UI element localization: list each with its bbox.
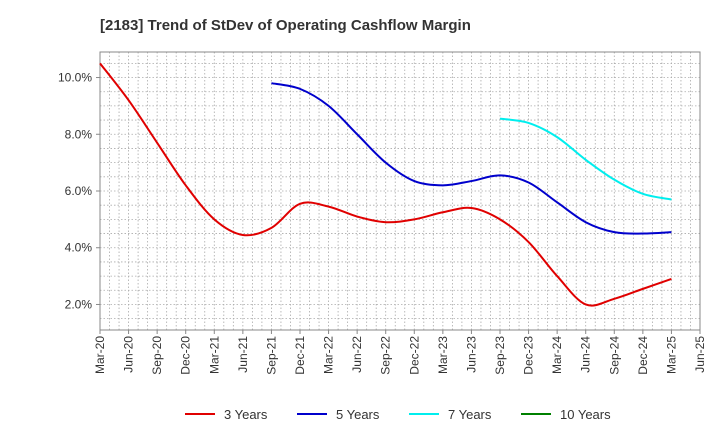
series-line-5-years — [271, 82, 672, 235]
x-tick-label: Jun-22 — [350, 336, 364, 373]
x-tick-label: Dec-24 — [636, 336, 650, 375]
x-tick-label: Mar-21 — [207, 336, 221, 374]
x-tick-label: Mar-24 — [550, 336, 564, 374]
x-tick-label: Dec-20 — [179, 336, 193, 375]
x-tick-label: Sep-24 — [607, 336, 621, 375]
legend-label-10-years: 10 Years — [560, 407, 611, 422]
x-tick-label: Sep-21 — [264, 336, 278, 375]
x-tick-label: Mar-22 — [322, 336, 336, 374]
x-tick-label: Jun-24 — [579, 336, 593, 373]
legend-label-3-years: 3 Years — [224, 407, 268, 422]
y-axis-ticks: 2.0% 4.0% 6.0% 8.0% 10.0% — [58, 71, 100, 311]
x-tick-label: Mar-20 — [93, 336, 107, 374]
grid — [100, 52, 700, 330]
y-tick-label: 6.0% — [65, 184, 93, 198]
x-tick-label: Dec-22 — [407, 336, 421, 375]
y-tick-label: 10.0% — [58, 71, 92, 85]
legend-label-7-years: 7 Years — [448, 407, 492, 422]
chart-title: [2183] Trend of StDev of Operating Cashf… — [100, 17, 471, 34]
y-tick-label: 4.0% — [65, 241, 93, 255]
series-line-3-years — [99, 62, 672, 307]
x-tick-label: Sep-23 — [493, 336, 507, 375]
x-tick-label: Jun-21 — [236, 336, 250, 373]
series-line-7-years — [499, 117, 672, 201]
y-tick-label: 8.0% — [65, 127, 93, 141]
x-tick-label: Sep-20 — [150, 336, 164, 375]
x-tick-label: Jun-23 — [464, 336, 478, 373]
x-tick-label: Mar-23 — [436, 336, 450, 374]
y-tick-label: 2.0% — [65, 297, 93, 311]
legend-label-5-years: 5 Years — [336, 407, 380, 422]
legend: 3 Years 5 Years 7 Years 10 Years — [185, 407, 611, 422]
x-tick-label: Jun-20 — [122, 336, 136, 373]
x-tick-label: Sep-22 — [379, 336, 393, 375]
series-lines — [99, 62, 672, 307]
x-tick-label: Jun-25 — [693, 336, 707, 373]
x-tick-label: Dec-23 — [522, 336, 536, 375]
x-tick-label: Mar-25 — [664, 336, 678, 374]
x-axis-ticks: Mar-20 Jun-20 Sep-20 Dec-20 Mar-21 Jun-21 Sep-… — [93, 330, 707, 375]
x-tick-label: Dec-21 — [293, 336, 307, 375]
